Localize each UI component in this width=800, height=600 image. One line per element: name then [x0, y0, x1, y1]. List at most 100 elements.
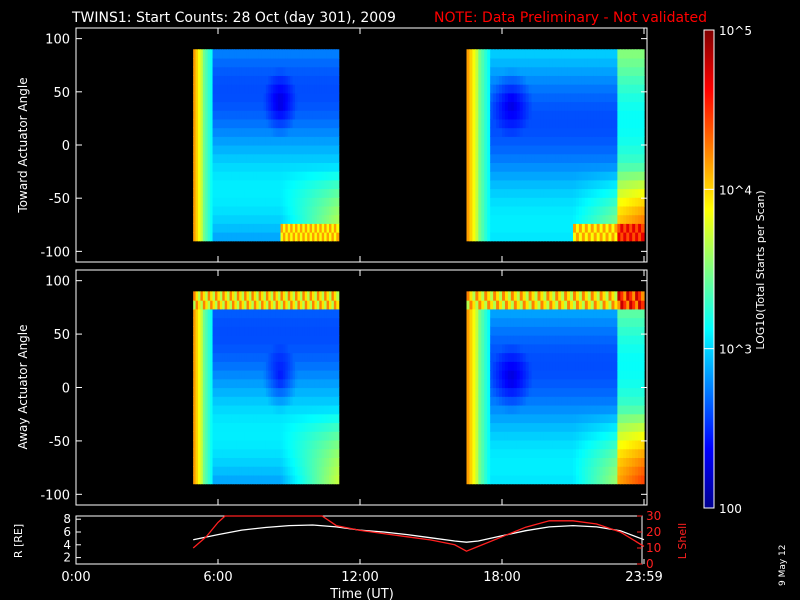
heatmap-cell: [304, 153, 308, 163]
heatmap-cell: [278, 335, 282, 345]
heatmap-cell: [481, 404, 485, 415]
heatmap-cell: [596, 118, 601, 129]
heatmap-cell: [316, 466, 320, 476]
heatmap-cell: [268, 66, 272, 76]
heatmap-cell: [555, 197, 559, 207]
heatmap-cell: [263, 431, 267, 441]
heatmap-cell: [239, 343, 243, 354]
heatmap-cell: [587, 162, 592, 172]
heatmap-cell: [525, 326, 530, 336]
heatmap-cell: [304, 308, 308, 319]
heatmap-cell: [309, 188, 313, 198]
heatmap-cell: [534, 387, 539, 397]
heatmap-cell: [312, 466, 316, 476]
heatmap-cell: [302, 335, 306, 345]
heatmap-cell: [587, 378, 592, 389]
heatmap-cell: [590, 162, 595, 172]
heatmap-cell: [224, 457, 228, 467]
heatmap-cell: [251, 66, 255, 76]
heatmap-cell: [519, 308, 524, 319]
heatmap-cell: [564, 57, 568, 68]
heatmap-cell: [205, 439, 209, 450]
heatmap-cell: [282, 66, 286, 76]
heatmap-cell: [246, 291, 250, 301]
heatmap-cell: [217, 171, 221, 181]
heatmap-cell: [507, 66, 512, 76]
heatmap-cell: [321, 308, 325, 319]
heatmap-cell: [525, 300, 530, 310]
heatmap-cell: [581, 300, 586, 310]
heatmap-cell: [261, 291, 265, 301]
heatmap-cell: [475, 439, 479, 450]
heatmap-cell: [244, 84, 248, 94]
heatmap-cell: [466, 136, 471, 146]
heatmap-cell: [258, 361, 262, 371]
heatmap-cell: [231, 370, 235, 380]
heatmap-cell: [287, 110, 291, 120]
heatmap-cell: [270, 378, 274, 389]
heatmap-cell: [246, 232, 250, 242]
heatmap-cell: [487, 422, 491, 432]
heatmap-cell: [265, 153, 269, 163]
heatmap-cell: [525, 188, 530, 198]
heatmap-cell: [251, 361, 255, 371]
heatmap-cell: [241, 439, 245, 450]
heatmap-cell: [596, 343, 601, 354]
heatmap-cell: [487, 343, 491, 354]
heatmap-cell: [207, 127, 211, 137]
heatmap-cell: [239, 232, 243, 242]
heatmap-cell: [217, 188, 221, 198]
heatmap-cell: [239, 317, 243, 327]
heatmap-cell: [507, 127, 512, 137]
heatmap-cell: [641, 223, 645, 233]
heatmap-cell: [258, 387, 262, 397]
heatmap-cell: [564, 49, 568, 59]
heatmap-cell: [481, 110, 485, 120]
heatmap-cell: [487, 413, 491, 424]
heatmap-cell: [326, 413, 330, 424]
heatmap-cell: [581, 378, 586, 389]
heatmap-cell: [466, 396, 471, 406]
heatmap-cell: [635, 153, 639, 163]
heatmap-cell: [214, 75, 219, 85]
heatmap-cell: [239, 457, 243, 467]
heatmap-cell: [253, 396, 257, 406]
heatmap-cell: [632, 84, 636, 94]
heatmap-cell: [261, 474, 265, 485]
heatmap-cell: [519, 370, 524, 380]
heatmap-cell: [478, 110, 482, 120]
heatmap-cell: [564, 66, 568, 76]
heatmap-cell: [295, 92, 299, 103]
heatmap-cell: [481, 205, 485, 216]
heatmap-cell: [546, 127, 550, 137]
heatmap-cell: [212, 188, 216, 198]
heatmap-cell: [484, 326, 488, 336]
heatmap-cell: [487, 214, 491, 224]
heatmap-cell: [195, 214, 199, 224]
heatmap-cell: [555, 101, 559, 111]
heatmap-cell: [280, 326, 284, 336]
heatmap-cell: [198, 343, 202, 354]
heatmap-cell: [239, 361, 243, 371]
heatmap-cell: [525, 448, 530, 459]
heatmap-cell: [516, 171, 521, 181]
heatmap-cell: [333, 335, 337, 345]
heatmap-cell: [229, 223, 233, 233]
heatmap-cell: [248, 378, 252, 389]
heatmap-cell: [596, 179, 601, 190]
heatmap-cell: [581, 49, 586, 59]
heatmap-cell: [236, 118, 240, 129]
heatmap-cell: [236, 396, 240, 406]
heatmap-cell: [493, 413, 497, 424]
heatmap-cell: [516, 84, 521, 94]
heatmap-cell: [287, 127, 291, 137]
heatmap-cell: [478, 179, 482, 190]
heatmap-cell: [253, 179, 257, 190]
heatmap-cell: [273, 317, 277, 327]
heatmap-cell: [198, 457, 202, 467]
heatmap-cell: [475, 197, 479, 207]
heatmap-cell: [478, 57, 482, 68]
heatmap-cell: [200, 343, 204, 354]
heatmap-cell: [268, 413, 272, 424]
heatmap-cell: [312, 404, 316, 415]
